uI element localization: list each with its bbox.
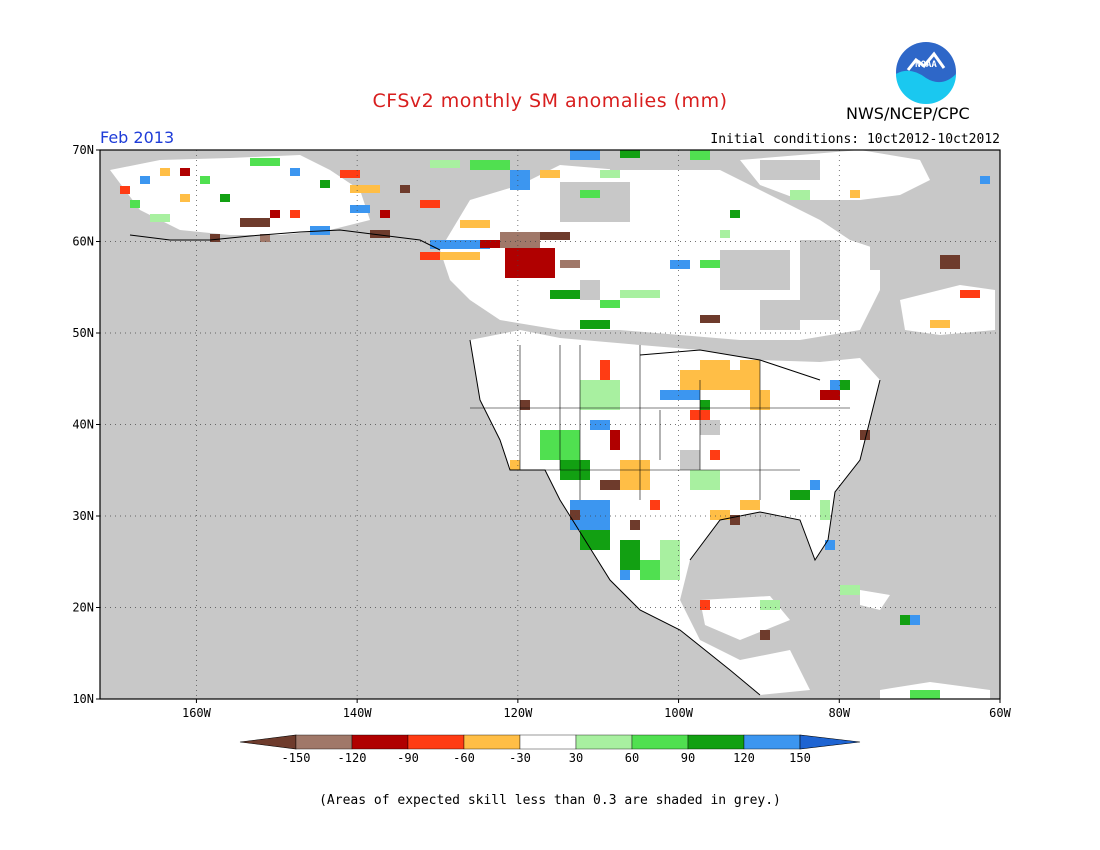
legend-swatch xyxy=(463,734,521,750)
skill-note: (Areas of expected skill less than 0.3 a… xyxy=(319,793,781,808)
lat-tick-label: 60N xyxy=(72,235,94,249)
lon-tick-label: 120W xyxy=(503,706,533,720)
legend-arrow-low xyxy=(239,734,297,750)
legend-label: -90 xyxy=(397,751,419,765)
initial-conditions: Initial conditions: 10ct2012-10ct2012 xyxy=(710,132,1000,147)
legend-label: -150 xyxy=(282,751,311,765)
color-legend: -150 -120 -90 -60 -30 30 60 90 120 150 xyxy=(239,734,861,765)
map-title: CFSv2 monthly SM anomalies (mm) xyxy=(372,90,728,112)
lon-tick-label: 60W xyxy=(989,706,1011,720)
lat-tick-label: 30N xyxy=(72,509,94,523)
legend-swatch xyxy=(351,734,409,750)
logo-text: NOAA xyxy=(915,60,937,70)
legend-label: -120 xyxy=(338,751,367,765)
legend-label: 30 xyxy=(569,751,583,765)
legend-label: 150 xyxy=(789,751,811,765)
graticule xyxy=(100,150,1000,699)
state-borders xyxy=(470,345,850,500)
legend-swatch xyxy=(631,734,689,750)
lat-tick-label: 70N xyxy=(72,143,94,157)
lon-tick-label: 160W xyxy=(182,706,212,720)
latitude-labels: 70N 60N 50N 40N 30N 20N 10N xyxy=(72,143,94,706)
legend-swatch xyxy=(295,734,353,750)
legend-label: 60 xyxy=(625,751,639,765)
lat-tick-label: 40N xyxy=(72,418,94,432)
lat-tick-label: 50N xyxy=(72,326,94,340)
legend-label: 90 xyxy=(681,751,695,765)
legend-swatch xyxy=(575,734,633,750)
axis-ticks xyxy=(96,149,1001,703)
lon-tick-label: 100W xyxy=(664,706,694,720)
legend-swatch xyxy=(519,734,577,750)
lat-tick-label: 20N xyxy=(72,601,94,615)
legend-swatch xyxy=(743,734,801,750)
legend-label: -30 xyxy=(509,751,531,765)
lat-tick-label: 10N xyxy=(72,692,94,706)
forecast-period: Feb 2013 xyxy=(100,128,175,147)
agency-label: NWS/NCEP/CPC xyxy=(846,104,970,123)
lon-tick-label: 80W xyxy=(828,706,850,720)
lon-tick-label: 140W xyxy=(343,706,373,720)
legend-arrow-high xyxy=(799,734,861,750)
legend-label: 120 xyxy=(733,751,755,765)
legend-swatch xyxy=(687,734,745,750)
longitude-labels: 160W 140W 120W 100W 80W 60W xyxy=(182,706,1012,720)
legend-swatch xyxy=(407,734,465,750)
noaa-logo: NOAA xyxy=(896,42,956,104)
legend-label: -60 xyxy=(453,751,475,765)
